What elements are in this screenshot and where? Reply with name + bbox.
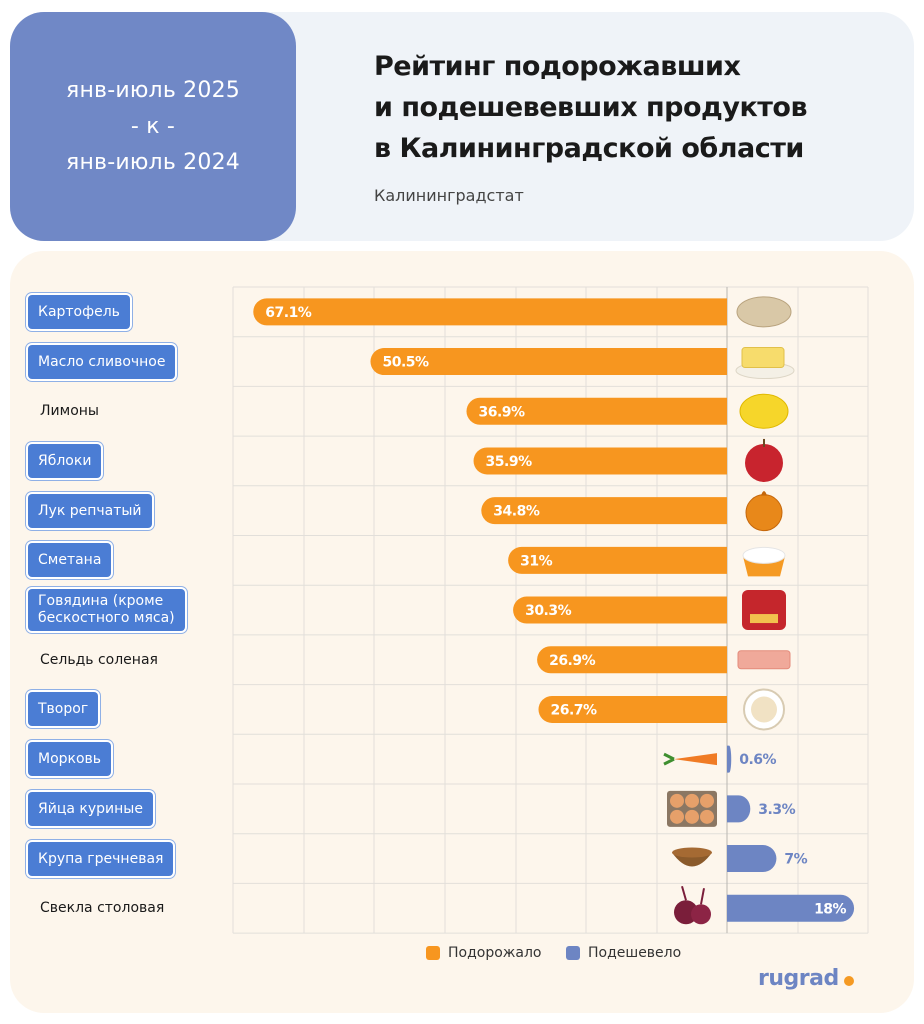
buckwheat-icon xyxy=(672,847,712,858)
beet-icon xyxy=(691,904,711,925)
sour-cream-icon xyxy=(742,546,786,564)
potato-icon xyxy=(736,296,792,328)
bar-value-label: 26.7% xyxy=(550,702,597,718)
brand-dot xyxy=(843,975,854,986)
bar-value-label: 36.9% xyxy=(478,404,525,420)
bar-down xyxy=(727,845,777,873)
bar-down xyxy=(727,894,855,922)
category-label: Творог xyxy=(28,692,99,727)
canned-beef-icon xyxy=(750,614,778,624)
cottage-cheese-icon xyxy=(751,696,777,723)
canned-beef-icon xyxy=(742,590,786,631)
eggs-icon xyxy=(685,809,699,824)
category-label-line: Говядина (кроме xyxy=(38,593,164,610)
legend-item-up: Подорожало xyxy=(426,945,542,961)
beet-icon xyxy=(681,885,705,905)
legend-label-up: Подорожало xyxy=(448,945,542,961)
bar-value-label: 35.9% xyxy=(486,454,533,470)
eggs-icon xyxy=(670,793,684,808)
bar-up xyxy=(466,397,727,425)
bar-down xyxy=(727,795,751,823)
legend-swatch-down xyxy=(566,946,580,960)
bar-up xyxy=(538,695,727,723)
onion-icon xyxy=(745,494,783,532)
source-label: Калининградстат xyxy=(374,186,524,205)
bar-value-label: 34.8% xyxy=(493,504,540,520)
category-label: Масло сливочное xyxy=(28,344,176,379)
category-label: Крупа гречневая xyxy=(28,841,174,876)
eggs-icon xyxy=(685,793,699,808)
carrot-icon xyxy=(674,753,717,766)
period-line-2: - к - xyxy=(130,113,176,139)
bar-value-label: 67.1% xyxy=(265,305,312,321)
category-label-line: бескостного мяса) xyxy=(38,610,175,627)
title-line-3: в Калининградской области xyxy=(374,133,804,164)
period-badge: янв-июль 2025 - к - янв-июль 2024 xyxy=(10,12,296,241)
category-label: Сметана xyxy=(28,543,112,578)
bar-up xyxy=(513,596,727,624)
apple-icon xyxy=(745,443,783,482)
lemon-icon xyxy=(739,393,789,429)
category-label: Говядина (кроме бескостного мяса) xyxy=(28,589,185,632)
legend-label-down: Подешевело xyxy=(588,945,682,961)
eggs-icon xyxy=(700,809,714,824)
category-label: Картофель xyxy=(28,294,130,329)
bar-value-label: 18% xyxy=(814,901,846,917)
eggs-icon xyxy=(700,793,714,808)
category-label: Сельдь соленая xyxy=(40,651,158,668)
herring-icon xyxy=(737,650,791,670)
brand-logo: rugrad xyxy=(758,966,854,991)
bar-up xyxy=(253,298,727,326)
bar-value-label: 0.6% xyxy=(739,752,776,768)
eggs-icon xyxy=(670,809,684,824)
butter-icon xyxy=(741,347,785,369)
page-title: Рейтинг подорожавших и подешевевших прод… xyxy=(374,46,808,169)
bar-value-label: 26.9% xyxy=(549,653,596,669)
legend-swatch-up xyxy=(426,946,440,960)
bar-up xyxy=(370,348,727,376)
bar-up xyxy=(537,646,727,674)
bar-value-label: 50.5% xyxy=(382,355,429,371)
category-label: Свекла столовая xyxy=(40,900,165,917)
bar-value-label: 31% xyxy=(520,553,552,569)
carrot-icon xyxy=(663,752,675,766)
title-line-2: и подешевевших продуктов xyxy=(374,92,808,123)
title-line-1: Рейтинг подорожавших xyxy=(374,51,741,82)
bar-down xyxy=(727,745,732,773)
brand-name: rugrad xyxy=(758,966,839,991)
bar-up xyxy=(481,497,727,525)
bar-up xyxy=(473,447,727,475)
onion-icon xyxy=(761,491,767,496)
category-label: Морковь xyxy=(28,742,112,777)
category-label: Лимоны xyxy=(40,403,99,420)
bar-value-label: 30.3% xyxy=(525,603,572,619)
bar-up xyxy=(508,546,727,574)
bar-value-label: 3.3% xyxy=(758,802,795,818)
category-label: Яйца куриные xyxy=(28,791,153,826)
category-label: Яблоки xyxy=(28,443,102,478)
category-label: Лук репчатый xyxy=(28,493,152,528)
period-line-3: янв-июль 2024 xyxy=(66,149,240,175)
apple-icon xyxy=(763,438,765,447)
legend-item-down: Подешевело xyxy=(566,945,681,961)
bar-value-label: 7% xyxy=(784,852,807,868)
period-line-1: янв-июль 2025 xyxy=(66,77,240,103)
